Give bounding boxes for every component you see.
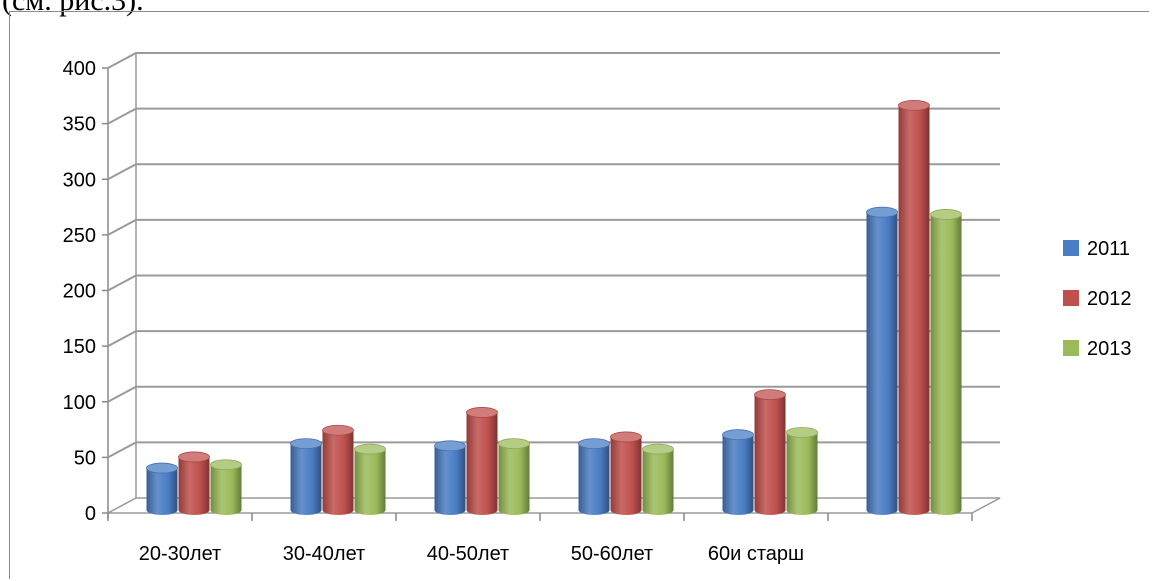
bar [178,451,210,515]
bar-body [642,449,674,515]
bar-top [178,451,210,463]
bar [498,438,530,515]
bar-body [146,468,178,515]
x-tick-label: 20-30лет [139,543,221,565]
y-tick-label: 150 [63,336,96,358]
chart-walls [107,53,1001,519]
legend-swatch [1063,290,1079,306]
x-tick-label: 40-50лет [427,543,509,565]
legend-swatch [1063,340,1079,356]
bar-body [354,449,386,515]
legend-swatch [1063,240,1079,256]
bar [290,438,322,515]
bar-top [786,427,818,438]
y-tick-label: 100 [63,392,96,414]
bar-top [322,424,354,436]
gridline [107,330,1000,348]
chart-frame [9,11,1149,579]
bar-top [610,431,642,443]
bar-body [786,432,818,515]
gridline [107,441,1000,459]
bar-body [610,436,642,515]
bar-top [642,443,674,455]
bar [146,462,178,515]
y-tick-label: 350 [63,114,96,136]
bar [322,424,354,515]
x-tick-label: 30-40лет [283,543,365,565]
bar [210,459,242,515]
bar-top [898,99,930,111]
bar-top [754,389,786,401]
x-axis: 20-30лет 30-40лет 40-50лет 50-60лет 60и стар… [107,513,973,565]
gridline [107,107,1000,125]
bar [786,427,818,515]
bar-top [354,443,386,455]
y-tick-label: 250 [63,225,96,247]
legend-label: 2011 [1087,238,1130,260]
bar-body [722,434,754,515]
bar [354,443,386,515]
bar-top [210,459,242,471]
legend-label: 2013 [1087,338,1132,360]
bars [146,99,962,515]
bar [610,431,642,515]
legend: 2011 2012 2013 [1063,238,1132,360]
bar [898,99,930,515]
bar-body [866,212,898,515]
bar [466,407,498,515]
bar-top [930,209,962,220]
bar-top [466,407,498,418]
bar-body [322,430,354,515]
gridline [107,218,1000,236]
gridline [107,52,1000,69]
bar-top [722,429,754,441]
bar-body [290,443,322,515]
bar [578,438,610,515]
bar [642,443,674,515]
bar [434,440,466,515]
bar-body [466,412,498,515]
floor-plane [107,497,1001,514]
bar-body [930,214,962,515]
caption-fragment: (см. рис.3). [2,0,144,17]
bar-top [434,440,466,452]
bar [866,206,898,515]
bar-body [210,464,242,515]
gridline [107,163,1000,181]
bar-top [498,438,530,449]
legend-label: 2012 [1087,288,1132,310]
gridlines [107,52,1000,459]
gridline [107,385,1000,403]
bar-body [498,443,530,515]
y-tick-label: 0 [85,503,96,525]
bar [930,209,962,515]
bar-top [146,462,178,474]
y-tick-label: 300 [63,169,96,191]
bar-top [578,438,610,449]
bar-body [754,394,786,515]
x-tick-label: 60и старш [708,543,804,565]
bar-body [178,456,210,515]
bar [754,389,786,515]
bar-body [434,445,466,515]
bar [722,429,754,515]
bar-body [898,105,930,515]
y-tick-label: 200 [63,281,96,303]
y-axis-ticks: 0 50 100 150 200 250 300 350 400 [63,58,108,525]
y-tick-label: 50 [74,447,96,469]
bar-body [578,443,610,515]
bar-top [290,438,322,449]
x-tick-label: 50-60лет [571,543,653,565]
gridline [107,274,1000,292]
bar-top [866,206,898,218]
y-tick-label: 400 [63,58,96,80]
